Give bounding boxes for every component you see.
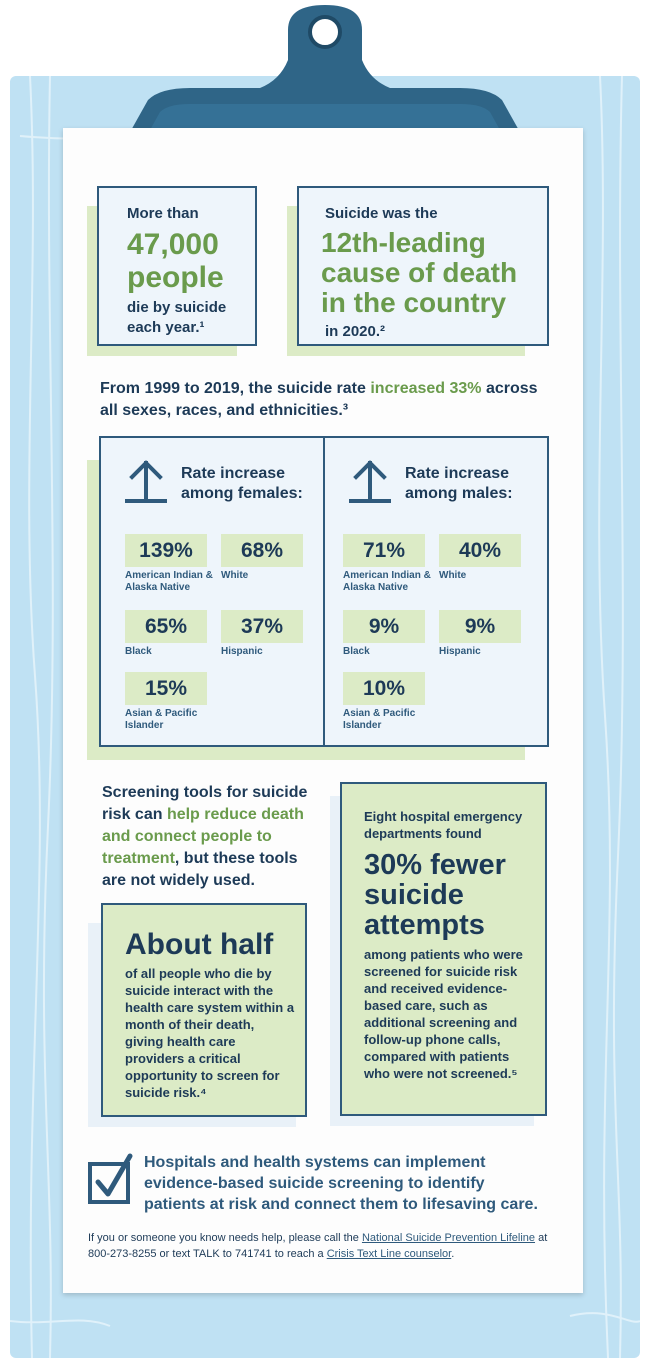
rate-label: White	[439, 570, 467, 581]
rate-value: 65%	[125, 610, 207, 643]
stat-pre-text: Suicide was the	[325, 205, 438, 222]
rate-item: 9% Black	[343, 610, 433, 658]
screening-highlight: help reduce death and connect people to …	[102, 806, 304, 867]
stat-pre-text: More than	[127, 205, 199, 222]
help-text: at 800-273-8255 or text TALK to 741741 t…	[88, 1232, 548, 1260]
rate-heading-males: Rate increase among males:	[349, 458, 549, 508]
about-half-heading: About half	[125, 928, 274, 961]
stat-big-number: 47,000 people	[127, 228, 224, 294]
rate-heading-text: Rate increase among females:	[181, 465, 303, 502]
stat-card-cause: Suicide was the 12th-leading cause of de…	[297, 186, 549, 346]
rate-item: 65% Black	[125, 610, 215, 658]
rate-value: 68%	[221, 534, 303, 567]
rate-item: 68% White	[221, 534, 311, 582]
screening-text-end: , but these tools are not widely used.	[102, 850, 298, 889]
rate-label: Asian & Pacific Islander	[343, 708, 416, 731]
about-half-card: About half of all people who die by suic…	[101, 903, 307, 1117]
rate-label: Black	[125, 646, 152, 657]
rate-column-females: Rate increase among females: 139% America…	[101, 438, 323, 745]
ed-intro-text: Eight hospital emergency departments fou…	[364, 809, 523, 841]
rate-item: 15% Asian & Pacific Islander	[125, 672, 215, 732]
rate-value: 10%	[343, 672, 425, 705]
checkbox-check-icon	[88, 1152, 134, 1206]
help-footer: If you or someone you know needs help, p…	[88, 1230, 558, 1262]
stat-post-text: die by suicide each year.¹	[127, 299, 227, 336]
rate-label: Asian & Pacific Islander	[125, 708, 198, 731]
rate-label: White	[221, 570, 249, 581]
about-half-body: of all people who die by suicide interac…	[125, 966, 295, 1100]
call-to-action: Hospitals and health systems can impleme…	[144, 1154, 538, 1213]
rate-item: 10% Asian & Pacific Islander	[343, 672, 433, 732]
crisis-text-line-link[interactable]: Crisis Text Line counselor	[326, 1248, 452, 1260]
arrow-up-icon	[349, 460, 391, 503]
rate-column-males: Rate increase among males: 71% American I…	[325, 438, 547, 745]
rate-value: 15%	[125, 672, 207, 705]
trend-text: From 1999 to 2019, the suicide rate	[100, 380, 371, 397]
stat-big-text: 12th-leading cause of death in the count…	[321, 227, 518, 318]
screening-statement: Screening tools for suicide risk can hel…	[102, 782, 312, 892]
rate-item: 71% American Indian & Alaska Native	[343, 534, 433, 594]
rate-label: American Indian & Alaska Native	[125, 570, 213, 593]
help-text: If you or someone you know needs help, p…	[88, 1232, 362, 1244]
rate-item: 9% Hispanic	[439, 610, 529, 658]
arrow-up-icon	[125, 460, 167, 503]
rate-increase-table: Rate increase among females: 139% America…	[99, 436, 549, 747]
help-text: .	[451, 1248, 455, 1260]
rate-heading-text: Rate increase among males:	[405, 465, 513, 502]
lifeline-link[interactable]: National Suicide Prevention Lifeline	[361, 1232, 536, 1244]
rate-value: 9%	[439, 610, 521, 643]
rate-value: 40%	[439, 534, 521, 567]
rate-label: Hispanic	[439, 646, 481, 657]
ed-finding-card: Eight hospital emergency departments fou…	[340, 782, 547, 1116]
rate-value: 139%	[125, 534, 207, 567]
rate-item: 139% American Indian & Alaska Native	[125, 534, 215, 594]
rate-heading-females: Rate increase among females:	[125, 458, 325, 508]
column-divider	[323, 438, 325, 745]
trend-statement: From 1999 to 2019, the suicide rate incr…	[100, 378, 550, 422]
ed-body-text: among patients who were screened for sui…	[364, 947, 523, 1081]
rate-value: 71%	[343, 534, 425, 567]
rate-item: 37% Hispanic	[221, 610, 311, 658]
trend-highlight: increased 33%	[370, 380, 482, 397]
rate-value: 9%	[343, 610, 425, 643]
stat-card-deaths: More than 47,000 people die by suicide e…	[97, 186, 257, 346]
rate-label: Hispanic	[221, 646, 263, 657]
rate-item: 40% White	[439, 534, 529, 582]
trend-text-end: across all sexes, races, and ethnicities…	[100, 380, 538, 419]
screening-text: Screening tools for suicide risk can	[102, 784, 308, 823]
rate-label: Black	[343, 646, 370, 657]
rate-value: 37%	[221, 610, 303, 643]
rate-label: American Indian & Alaska Native	[343, 570, 431, 593]
stat-post-text: in 2020.²	[325, 323, 386, 340]
ed-big-stat: 30% fewer suicide attempts	[364, 849, 506, 941]
